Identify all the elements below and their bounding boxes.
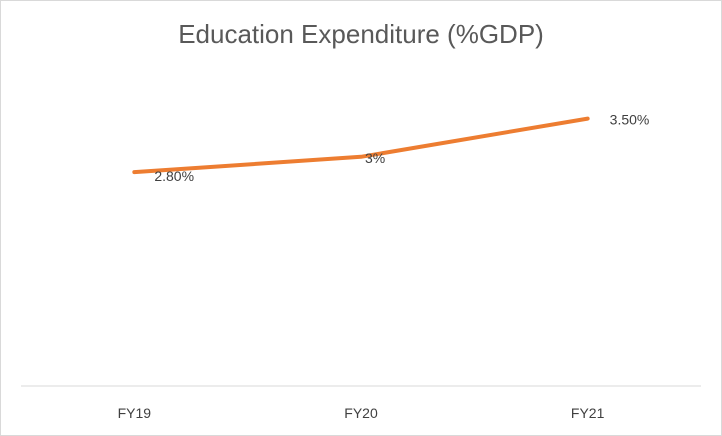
data-label-fy21: 3.50% [610,112,650,128]
data-label-fy20: 3% [365,150,385,166]
data-label-fy19: 2.80% [154,168,194,184]
x-tick-label-fy19: FY19 [118,405,152,421]
data-labels: 2.80% 3% 3.50% [154,112,649,184]
series-line [132,116,590,175]
x-tick-label-fy20: FY20 [344,405,378,421]
x-tick-label-fy21: FY21 [571,405,605,421]
chart-title: Education Expenditure (%GDP) [178,19,544,49]
x-tick-labels: FY19 FY20 FY21 [118,405,605,421]
